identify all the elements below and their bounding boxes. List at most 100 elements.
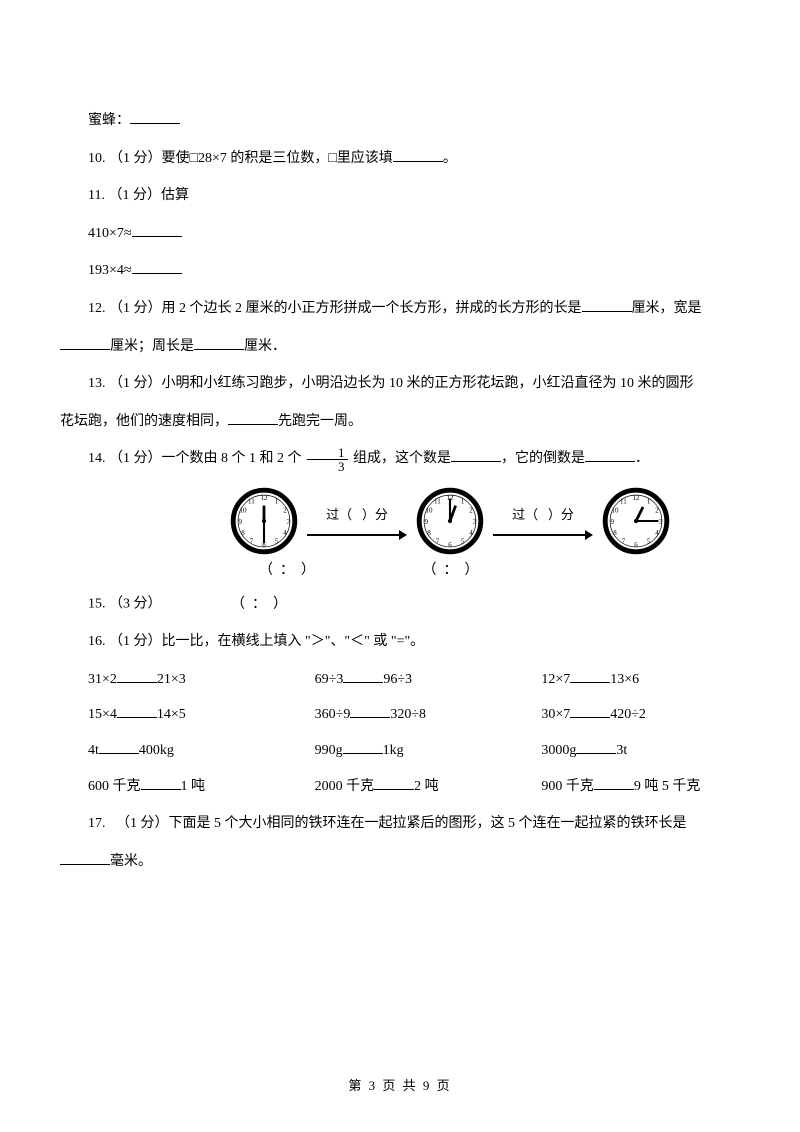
- svg-text:8: 8: [427, 529, 431, 537]
- compare-row: 15×414×5360÷9320÷830×7420÷2: [60, 698, 740, 732]
- compare-blank: [99, 739, 139, 754]
- compare-cell: 31×221×3: [60, 663, 287, 697]
- compare-blank: [570, 668, 610, 683]
- q9b: 蜜蜂：: [60, 104, 740, 138]
- svg-text:5: 5: [647, 537, 651, 545]
- fraction-icon: 13: [307, 446, 348, 473]
- arrow-1: 过（ ）分: [307, 499, 407, 542]
- svg-text:3: 3: [659, 518, 663, 526]
- q17: 17. （1 分）下面是 5 个大小相同的铁环连在一起拉紧后的图形，这 5 个连…: [60, 807, 740, 841]
- q14-mid2: ，它的倒数是: [501, 451, 585, 466]
- svg-text:2: 2: [283, 507, 287, 515]
- time3: （ ： ）: [165, 588, 325, 622]
- q11-l1: 410×7≈: [88, 226, 132, 241]
- clock-row: 1212 345 678 91011 过（ ）分: [160, 486, 740, 556]
- compare-cell: 30×7420÷2: [513, 698, 740, 732]
- q11-line1: 410×7≈: [60, 217, 740, 251]
- q13-pre: 13. （1 分）小明和小红练习跑步，小明沿边长为 10 米的正方形花坛跑，小红…: [88, 376, 694, 391]
- q14-mid: 组成，这个数是: [350, 451, 452, 466]
- q13-l2b: 先跑完一周。: [278, 414, 362, 429]
- svg-text:1: 1: [275, 497, 279, 505]
- svg-text:8: 8: [241, 529, 245, 537]
- svg-text:1: 1: [647, 497, 651, 505]
- compare-row: 600 千克1 吨2000 千克2 吨900 千克9 吨 5 千克: [60, 770, 740, 804]
- compare-blank: [576, 739, 616, 754]
- compare-blank: [343, 739, 383, 754]
- svg-text:7: 7: [622, 537, 626, 545]
- page-content: 蜜蜂： 10. （1 分）要使□28×7 的积是三位数，□里应该填。 11. （…: [0, 0, 800, 922]
- svg-text:2: 2: [655, 507, 659, 515]
- compare-cell: 69÷396÷3: [287, 663, 514, 697]
- q12-pre: 12. （1 分）用 2 个边长 2 厘米的小正方形拼成一个长方形，拼成的长方形…: [88, 301, 582, 316]
- q11-header: 11. （1 分）估算: [60, 179, 740, 213]
- arrow-icon: [493, 527, 593, 543]
- svg-text:6: 6: [634, 541, 638, 549]
- time1: （ ： ）: [193, 554, 353, 588]
- svg-text:3: 3: [473, 518, 477, 526]
- q13b: 花坛跑，他们的速度相同， 先跑完一周。: [60, 405, 740, 439]
- compare-cell: 600 千克1 吨: [60, 770, 287, 804]
- clock-2-icon: 1212 345 678 91011: [415, 486, 485, 556]
- compare-cell: 4t400kg: [60, 734, 287, 768]
- svg-text:1: 1: [461, 497, 465, 505]
- svg-text:10: 10: [426, 507, 434, 515]
- svg-text:9: 9: [424, 518, 428, 526]
- q16-header: 16. （1 分）比一比，在横线上填入 "＞"、"＜" 或 "="。: [60, 625, 740, 659]
- svg-text:2: 2: [469, 507, 473, 515]
- q9b-blank: [130, 109, 180, 124]
- q12-b1: [582, 297, 632, 312]
- q10-text: 10. （1 分）要使□28×7 的积是三位数，□里应该填: [88, 151, 393, 166]
- compare-cell: 3000g3t: [513, 734, 740, 768]
- svg-text:6: 6: [448, 541, 452, 549]
- svg-text:8: 8: [613, 529, 617, 537]
- q9b-label: 蜜蜂：: [88, 113, 130, 128]
- compare-row: 31×221×369÷396÷312×713×6: [60, 663, 740, 697]
- svg-text:9: 9: [610, 518, 614, 526]
- q14-suf: ．: [635, 451, 649, 466]
- compare-blank: [343, 668, 383, 683]
- compare-row: 4t400kg990g1kg3000g3t: [60, 734, 740, 768]
- q11-blank2: [132, 259, 182, 274]
- time-labels: （ ： ） （ ： ） （ ： ）: [165, 554, 665, 621]
- compare-cell: 360÷9320÷8: [287, 698, 514, 732]
- svg-text:3: 3: [287, 518, 291, 526]
- compare-blank: [594, 775, 634, 790]
- q13-l2a: 花坛跑，他们的速度相同，: [60, 414, 228, 429]
- q12-suf: 厘米．: [244, 339, 286, 354]
- q10-blank: [393, 147, 443, 162]
- q15-line: 15. （3 分） （ ： ） （ ： ） （ ： ）: [60, 554, 740, 621]
- q12-b3: [194, 335, 244, 350]
- q13-blank: [228, 410, 278, 425]
- compare-cell: 900 千克9 吨 5 千克: [513, 770, 740, 804]
- q12: 12. （1 分）用 2 个边长 2 厘米的小正方形拼成一个长方形，拼成的长方形…: [60, 292, 740, 326]
- q17-pre: 17. （1 分）下面是 5 个大小相同的铁环连在一起拉紧后的图形，这 5 个连…: [88, 816, 687, 831]
- clock-3-icon: 1212 345 678 91011: [601, 486, 671, 556]
- compare-cell: 2000 千克2 吨: [287, 770, 514, 804]
- q14-pre: 14. （1 分）一个数由 8 个 1 和 2 个: [88, 451, 305, 466]
- svg-text:4: 4: [283, 529, 287, 537]
- svg-text:11: 11: [620, 497, 627, 505]
- svg-text:4: 4: [469, 529, 473, 537]
- q10: 10. （1 分）要使□28×7 的积是三位数，□里应该填。: [60, 142, 740, 176]
- q11-blank1: [132, 222, 182, 237]
- q12b: 厘米；周长是 厘米．: [60, 330, 740, 364]
- compare-blank: [141, 775, 181, 790]
- q14-b2: [585, 447, 635, 462]
- compare-blank: [570, 703, 610, 718]
- compare-blank: [374, 775, 414, 790]
- frac-den: 3: [307, 460, 348, 473]
- compare-cell: 990g1kg: [287, 734, 514, 768]
- q12-m1: 厘米，宽是: [632, 301, 702, 316]
- q17-blank: [60, 850, 110, 865]
- q12-m2: 厘米；周长是: [110, 339, 194, 354]
- svg-text:4: 4: [655, 529, 659, 537]
- svg-text:11: 11: [434, 497, 441, 505]
- compare-blank: [117, 703, 157, 718]
- arrow-icon: [307, 527, 407, 543]
- svg-text:10: 10: [240, 507, 248, 515]
- svg-text:7: 7: [436, 537, 440, 545]
- svg-text:9: 9: [238, 518, 242, 526]
- page-footer: 第 3 页 共 9 页: [0, 1075, 800, 1094]
- q13: 13. （1 分）小明和小红练习跑步，小明沿边长为 10 米的正方形花坛跑，小红…: [60, 367, 740, 401]
- time2: （ ： ）: [357, 554, 517, 588]
